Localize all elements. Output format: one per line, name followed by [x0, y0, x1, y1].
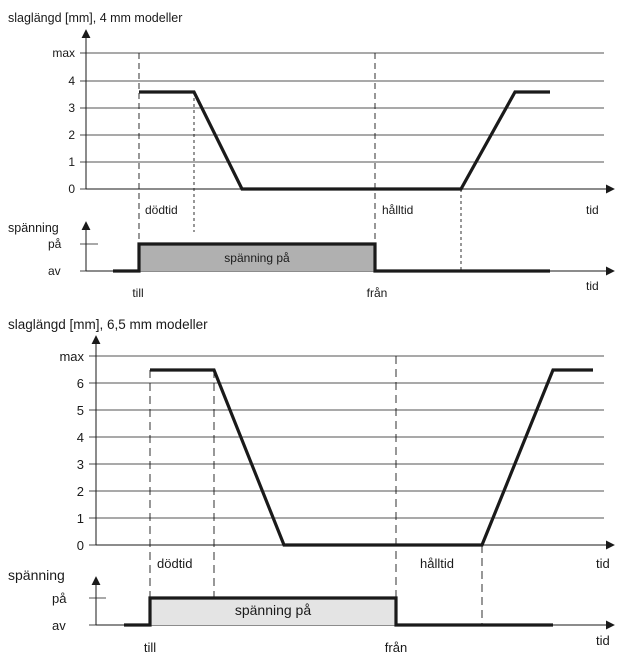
top-time-label: tid: [586, 203, 599, 217]
top-time-label-2: tid: [586, 279, 599, 293]
bottom-dead-time-label: dödtid: [157, 556, 192, 571]
top-diagram: slaglängd [mm], 4 mm modeller max 4 3 2 …: [8, 11, 615, 300]
bottom-ytick-4: 4: [77, 430, 84, 445]
bottom-ytick-2: 2: [77, 484, 84, 499]
bottom-voltage-title: spänning: [8, 567, 65, 583]
bottom-ytick-1: 1: [77, 511, 84, 526]
bottom-till-label: till: [144, 640, 156, 655]
top-ytick-4: 4: [68, 74, 75, 88]
bottom-title: slaglängd [mm], 6,5 mm modeller: [8, 317, 208, 332]
top-dashed-lines: [138, 53, 376, 244]
bottom-ytick-5: 5: [77, 403, 84, 418]
top-voltage-title: spänning: [8, 221, 59, 235]
bottom-time-label-2: tid: [596, 633, 610, 648]
bottom-ticks: [89, 355, 96, 546]
bottom-voltage-box: [150, 598, 396, 625]
top-fran-label: från: [367, 286, 388, 300]
top-ytick-3: 3: [68, 101, 75, 115]
top-voltage-curve: [113, 242, 550, 273]
bottom-time-label: tid: [596, 556, 610, 571]
bottom-dashed-lines: [149, 356, 397, 598]
bottom-ytick-max: max: [59, 349, 84, 364]
top-hold-time-label: hålltid: [382, 203, 413, 217]
top-ytick-max: max: [52, 46, 75, 60]
bottom-on-label: på: [52, 591, 67, 606]
top-grid: [86, 52, 604, 163]
top-dead-time-label: dödtid: [145, 203, 178, 217]
bottom-ytick-0: 0: [77, 538, 84, 553]
top-dotted-lines: [193, 92, 462, 271]
top-ytick-2: 2: [68, 128, 75, 142]
bottom-ytick-3: 3: [77, 457, 84, 472]
top-voltage-box: [139, 244, 375, 271]
top-till-label: till: [132, 286, 143, 300]
bottom-hold-time-label: hålltid: [420, 556, 454, 571]
bottom-off-label: av: [52, 618, 66, 633]
bottom-fran-label: från: [385, 640, 407, 655]
bottom-voltage-curve: [124, 596, 553, 627]
top-on-label: på: [48, 237, 62, 251]
bottom-stroke-curve: [150, 368, 593, 547]
top-title: slaglängd [mm], 4 mm modeller: [8, 11, 182, 25]
bottom-voltage-box-label: spänning på: [235, 602, 312, 618]
bottom-delay-lines: [213, 370, 483, 625]
bottom-grid: [96, 355, 604, 519]
top-off-label: av: [48, 264, 61, 278]
bottom-diagram: slaglängd [mm], 6,5 mm modeller max 6: [8, 317, 615, 655]
top-ytick-1: 1: [68, 155, 75, 169]
bottom-ytick-6: 6: [77, 376, 84, 391]
top-ytick-0: 0: [68, 182, 75, 196]
top-voltage-box-label: spänning på: [224, 251, 290, 265]
top-ticks: [80, 52, 86, 190]
top-stroke-curve: [139, 90, 550, 191]
